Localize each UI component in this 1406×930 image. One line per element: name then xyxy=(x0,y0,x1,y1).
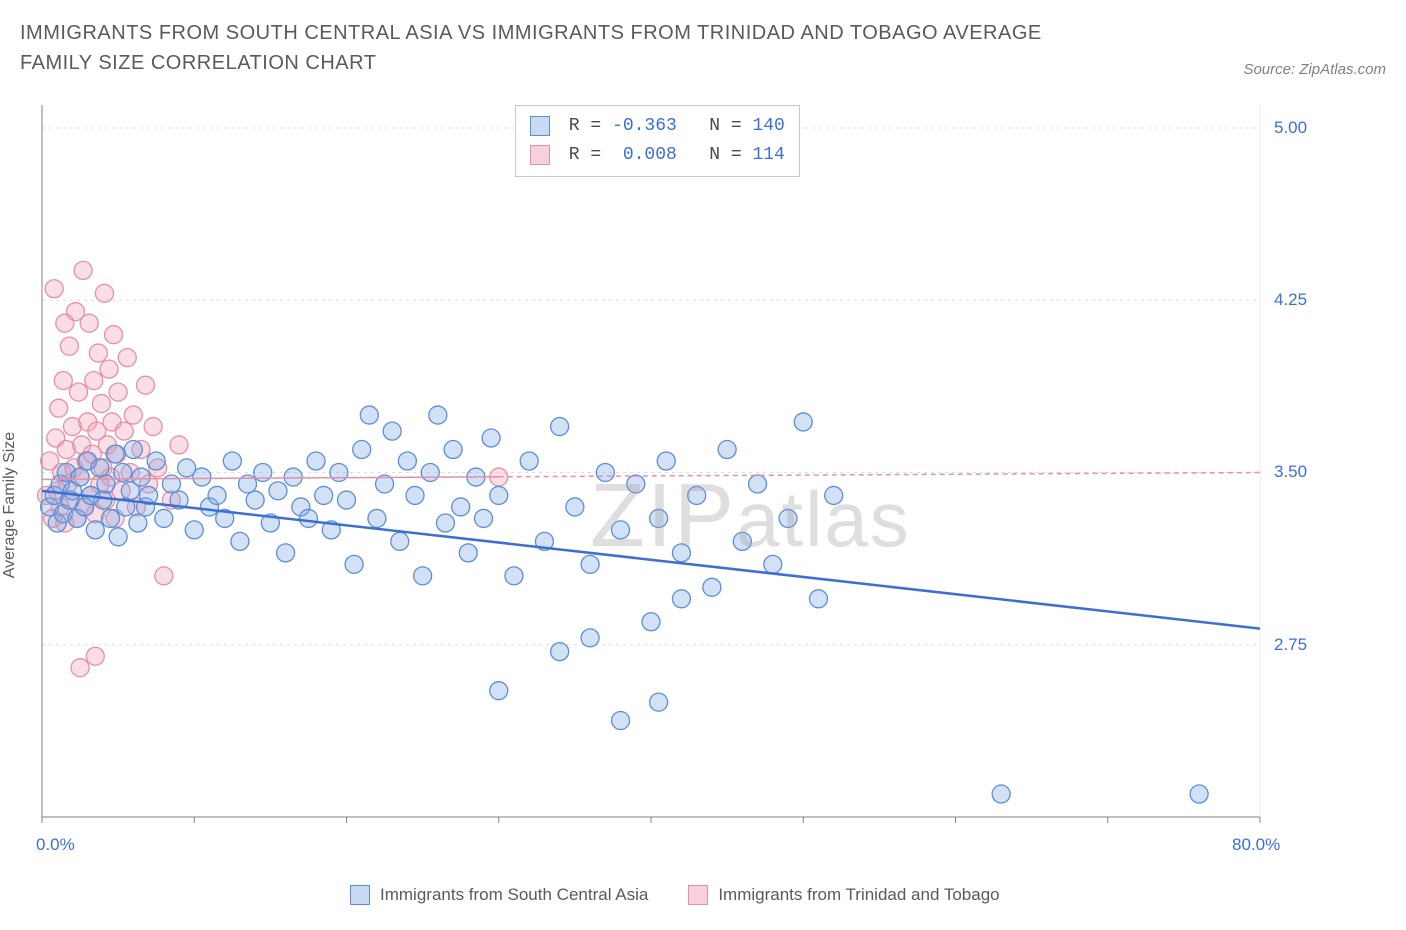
series-swatch xyxy=(530,116,550,136)
y-tick-label: 4.25 xyxy=(1274,290,1307,310)
x-tick-label: 80.0% xyxy=(1232,835,1280,855)
series-swatch xyxy=(688,885,708,905)
source-label: Source: ZipAtlas.com xyxy=(1243,61,1386,78)
chart-title: IMMIGRANTS FROM SOUTH CENTRAL ASIA VS IM… xyxy=(20,18,1120,78)
y-tick-label: 5.00 xyxy=(1274,118,1307,138)
y-tick-label: 3.50 xyxy=(1274,462,1307,482)
y-tick-label: 2.75 xyxy=(1274,635,1307,655)
stats-row: R = -0.363 N = 140 xyxy=(530,112,785,141)
stats-row: R = 0.008 N = 114 xyxy=(530,141,785,170)
series-legend: Immigrants from South Central Asia Immigr… xyxy=(350,885,1000,905)
legend-item: Immigrants from Trinidad and Tobago xyxy=(688,885,999,905)
scatter-chart xyxy=(20,95,1326,865)
legend-label: Immigrants from South Central Asia xyxy=(380,885,648,905)
y-axis-label: Average Family Size xyxy=(1,432,19,578)
series-swatch xyxy=(350,885,370,905)
x-tick-label: 0.0% xyxy=(36,835,75,855)
chart-container: Average Family Size ZIPatlas R = -0.363 … xyxy=(20,95,1386,915)
legend-label: Immigrants from Trinidad and Tobago xyxy=(718,885,999,905)
legend-item: Immigrants from South Central Asia xyxy=(350,885,648,905)
series-swatch xyxy=(530,145,550,165)
stats-legend-box: R = -0.363 N = 140 R = 0.008 N = 114 xyxy=(515,105,800,177)
